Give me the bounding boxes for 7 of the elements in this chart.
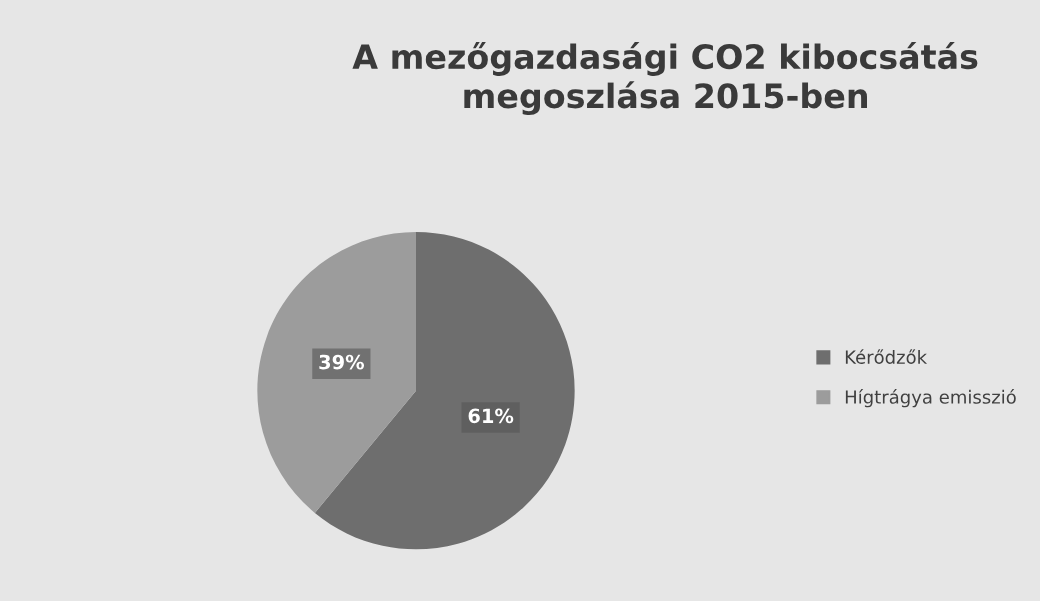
legend-label: Hígtrágya emisszió [845, 389, 1016, 408]
legend-label: Kérődzők [845, 349, 928, 364]
data-label: 39% [319, 354, 365, 370]
data-label: 61% [468, 408, 514, 424]
pie-slice [314, 231, 575, 550]
pie-slice [257, 231, 416, 513]
chart-title: A mezőgazdasági CO2 kibocsátás megoszlása 2015-ben [352, 42, 978, 116]
